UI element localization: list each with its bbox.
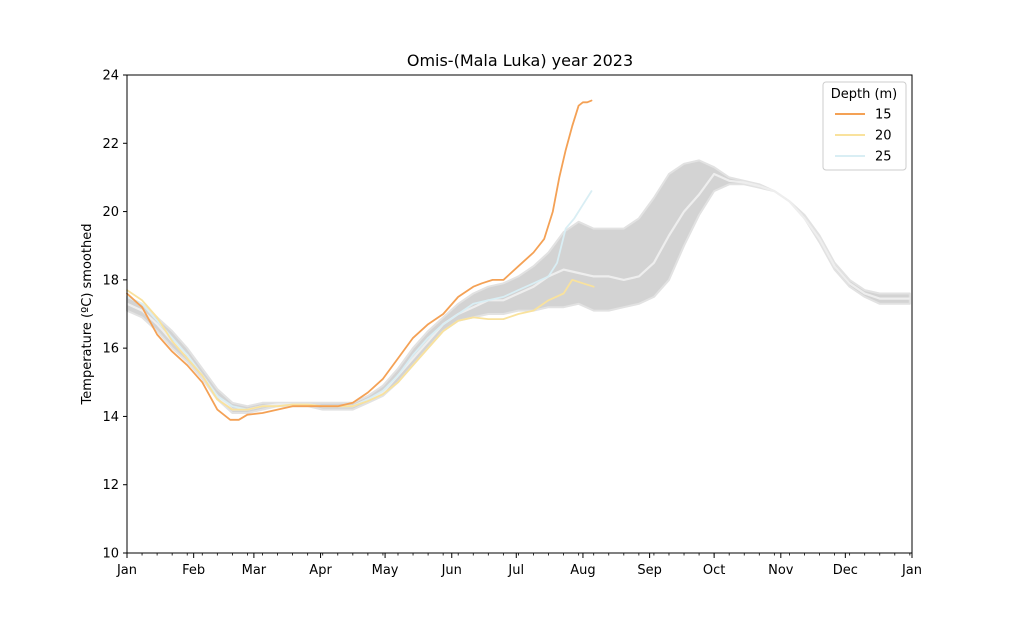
series-line-20 bbox=[126, 279, 595, 411]
plot-frame bbox=[126, 74, 913, 554]
y-tick-label: 10 bbox=[102, 547, 119, 562]
x-tick-label: Apr bbox=[309, 563, 332, 578]
chart-title: Omis-(Mala Luka) year 2023 bbox=[407, 51, 633, 70]
x-tick-label: Jul bbox=[507, 563, 524, 578]
y-axis: 10 12 14 16 18 20 22 24 bbox=[102, 69, 127, 562]
x-tick-label: Jun bbox=[441, 563, 462, 578]
y-tick-label: 16 bbox=[102, 342, 119, 357]
x-tick-label: Aug bbox=[570, 563, 595, 578]
x-tick-label: Jan bbox=[901, 563, 922, 578]
x-tick-label: May bbox=[372, 563, 399, 578]
x-tick-label: Nov bbox=[768, 563, 794, 578]
legend: Depth (m) 15 20 25 bbox=[822, 81, 907, 171]
y-axis-label: Temperature (ºC) smoothed bbox=[80, 224, 95, 406]
y-tick-label: 18 bbox=[102, 273, 119, 288]
legend-label-20: 20 bbox=[875, 129, 892, 144]
x-tick-label: Oct bbox=[703, 563, 725, 578]
legend-box bbox=[822, 81, 907, 171]
y-tick-label: 22 bbox=[102, 137, 119, 152]
y-tick-label: 20 bbox=[102, 205, 119, 220]
band-area bbox=[126, 159, 911, 414]
series-line-15 bbox=[126, 99, 593, 421]
y-tick-label: 24 bbox=[102, 69, 119, 84]
plot-area bbox=[126, 99, 911, 421]
y-tick-label: 14 bbox=[102, 410, 119, 425]
x-tick-label: Sep bbox=[637, 563, 662, 578]
x-tick-label: Dec bbox=[833, 563, 858, 578]
legend-label-25: 25 bbox=[875, 150, 892, 165]
x-tick-label: Feb bbox=[182, 563, 205, 578]
x-axis: Jan Feb Mar Apr May Jun Jul Aug Sep Oct Nov Dec Jan bbox=[116, 553, 922, 578]
y-tick-label: 12 bbox=[102, 478, 119, 493]
legend-title: Depth (m) bbox=[831, 87, 898, 102]
x-tick-label: Jan bbox=[116, 563, 137, 578]
series-line-25 bbox=[126, 190, 593, 411]
x-tick-label: Mar bbox=[242, 563, 267, 578]
legend-label-15: 15 bbox=[875, 108, 892, 123]
